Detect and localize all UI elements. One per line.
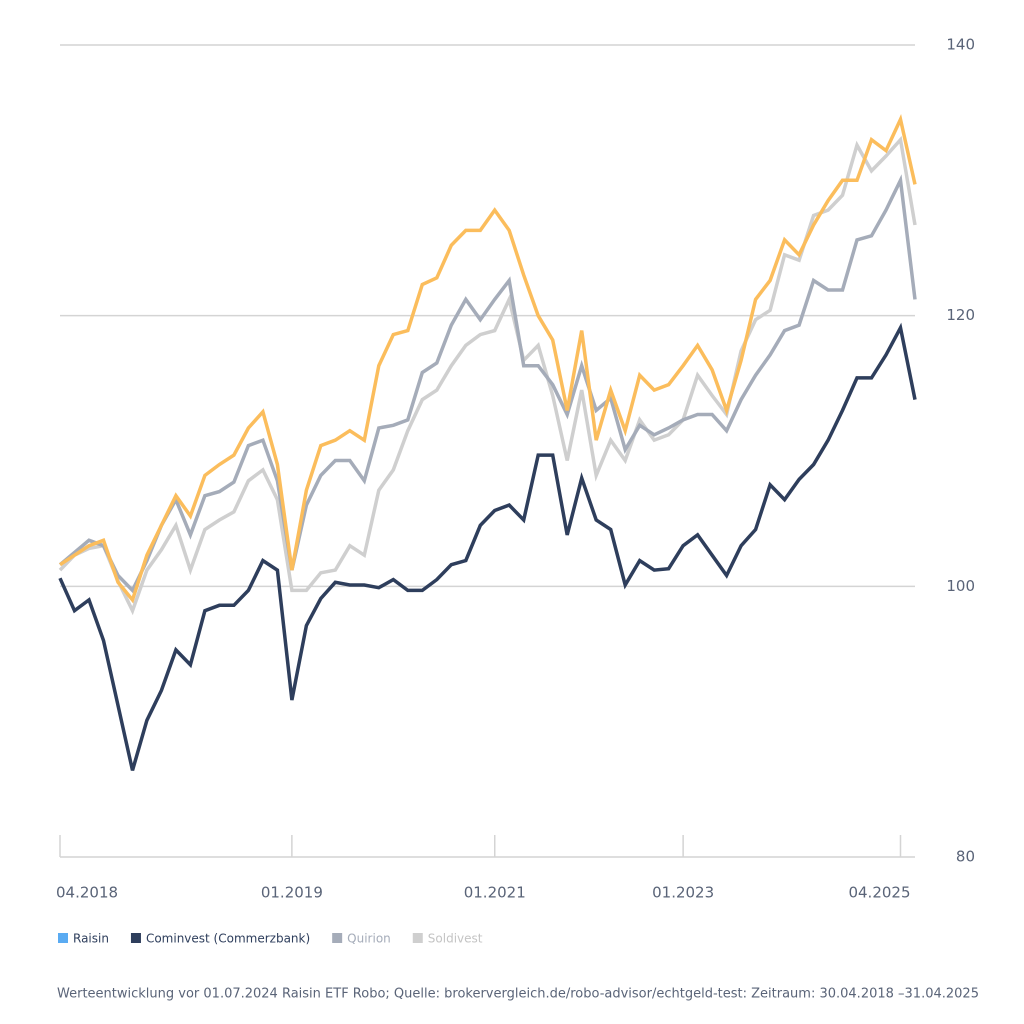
y-tick-label: 80 (956, 848, 975, 866)
y-tick-label: 120 (946, 306, 975, 324)
x-tick-label: 04.2025 (848, 884, 910, 902)
series-line (58, 135, 917, 616)
legend-swatch (130, 933, 141, 943)
x-tick-label: 01.2019 (261, 884, 323, 902)
legend-label: Quirion (347, 932, 391, 946)
series-line (58, 322, 917, 771)
y-tick-label: 140 (946, 36, 975, 54)
footnote: Werteentwicklung vor 01.07.2024 Raisin E… (57, 987, 979, 1002)
legend-swatch (412, 933, 423, 943)
legend-label: Soldivest (428, 932, 483, 946)
legend-label: Cominvest (Commerzbank) (146, 932, 310, 946)
legend-label: Raisin (73, 932, 109, 946)
x-tick-label: 01.2021 (464, 884, 526, 902)
y-tick-label: 100 (946, 577, 975, 595)
legend-swatch (332, 933, 343, 943)
series-line (59, 113, 917, 604)
series-line (58, 174, 917, 594)
legend-swatch (58, 933, 68, 943)
x-tick-label: 01.2023 (652, 884, 714, 902)
x-tick-label: 04.2018 (56, 884, 118, 902)
